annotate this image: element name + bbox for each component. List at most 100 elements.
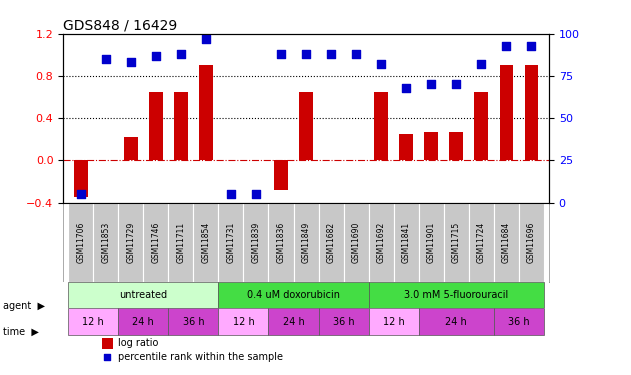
FancyBboxPatch shape (394, 203, 419, 282)
Text: GSM11849: GSM11849 (302, 222, 310, 263)
Point (151, 53, 161, 59)
Point (126, 60, 136, 66)
Bar (124, 137, 138, 160)
Point (376, 61, 386, 67)
Point (426, 81, 436, 87)
FancyBboxPatch shape (268, 308, 319, 335)
Text: GSM11731: GSM11731 (227, 222, 235, 263)
Bar (425, 132, 438, 160)
Point (476, 61, 487, 67)
Bar (475, 92, 488, 160)
Bar (374, 92, 388, 160)
Text: GSM11706: GSM11706 (76, 222, 85, 263)
Text: GSM11682: GSM11682 (327, 222, 336, 263)
Text: 24 h: 24 h (133, 316, 154, 327)
Text: agent  ▶: agent ▶ (3, 301, 45, 310)
Bar (299, 92, 313, 160)
Text: 12 h: 12 h (383, 316, 404, 327)
Text: 12 h: 12 h (82, 316, 104, 327)
Text: GSM11839: GSM11839 (251, 222, 261, 263)
Text: GSM11711: GSM11711 (176, 222, 186, 263)
FancyBboxPatch shape (68, 282, 218, 308)
FancyBboxPatch shape (369, 203, 394, 282)
FancyBboxPatch shape (244, 203, 268, 282)
Point (502, 43, 512, 49)
Text: GSM11692: GSM11692 (377, 222, 386, 263)
Bar (500, 65, 513, 160)
Text: 36 h: 36 h (508, 316, 530, 327)
Bar (102, 338, 113, 349)
Text: GSM11729: GSM11729 (126, 222, 135, 263)
FancyBboxPatch shape (218, 282, 369, 308)
FancyBboxPatch shape (494, 203, 519, 282)
Text: GSM11853: GSM11853 (101, 222, 110, 263)
FancyBboxPatch shape (268, 203, 293, 282)
FancyBboxPatch shape (419, 308, 494, 335)
Text: 0.4 uM doxorubicin: 0.4 uM doxorubicin (247, 290, 340, 300)
FancyBboxPatch shape (218, 203, 244, 282)
Point (176, 51, 186, 57)
Text: 36 h: 36 h (182, 316, 204, 327)
FancyBboxPatch shape (319, 203, 344, 282)
Text: 24 h: 24 h (283, 316, 304, 327)
Point (276, 51, 286, 57)
Point (451, 81, 461, 87)
FancyBboxPatch shape (118, 203, 143, 282)
Bar (524, 65, 538, 160)
Text: GSM11841: GSM11841 (402, 222, 411, 263)
Bar (449, 132, 463, 160)
FancyBboxPatch shape (68, 308, 118, 335)
FancyBboxPatch shape (344, 203, 369, 282)
Bar (74, 160, 88, 197)
Point (301, 51, 311, 57)
FancyBboxPatch shape (469, 203, 494, 282)
FancyBboxPatch shape (369, 282, 544, 308)
Text: GSM11715: GSM11715 (452, 222, 461, 263)
FancyBboxPatch shape (168, 308, 218, 335)
Point (76, 191, 86, 197)
Text: GSM11724: GSM11724 (477, 222, 486, 263)
Text: GSM11901: GSM11901 (427, 222, 436, 263)
Text: GSM11690: GSM11690 (351, 222, 361, 263)
Text: GSM11746: GSM11746 (151, 222, 160, 263)
Text: untreated: untreated (119, 290, 167, 300)
Text: GSM11836: GSM11836 (276, 222, 285, 263)
Text: GDS848 / 16429: GDS848 / 16429 (63, 19, 177, 33)
Text: percentile rank within the sample: percentile rank within the sample (117, 352, 283, 362)
Point (326, 51, 336, 57)
Point (201, 36, 211, 42)
Bar (399, 134, 413, 160)
FancyBboxPatch shape (118, 308, 168, 335)
Point (401, 85, 411, 91)
Bar (149, 92, 163, 160)
FancyBboxPatch shape (193, 203, 218, 282)
Text: GSM11696: GSM11696 (527, 222, 536, 263)
Text: log ratio: log ratio (117, 338, 158, 348)
FancyBboxPatch shape (68, 203, 93, 282)
FancyBboxPatch shape (93, 203, 118, 282)
Point (100, 56, 110, 62)
FancyBboxPatch shape (319, 308, 369, 335)
FancyBboxPatch shape (519, 203, 544, 282)
FancyBboxPatch shape (444, 203, 469, 282)
Text: 12 h: 12 h (233, 316, 254, 327)
FancyBboxPatch shape (369, 308, 419, 335)
FancyBboxPatch shape (143, 203, 168, 282)
Text: time  ▶: time ▶ (3, 327, 39, 337)
FancyBboxPatch shape (494, 308, 544, 335)
Bar (174, 92, 187, 160)
Bar (199, 65, 213, 160)
FancyBboxPatch shape (168, 203, 193, 282)
Point (226, 191, 236, 197)
Text: 3.0 mM 5-fluorouracil: 3.0 mM 5-fluorouracil (404, 290, 509, 300)
Bar (274, 160, 288, 190)
FancyBboxPatch shape (293, 203, 319, 282)
Point (251, 191, 261, 197)
Point (102, 354, 112, 360)
FancyBboxPatch shape (218, 308, 268, 335)
Text: GSM11854: GSM11854 (201, 222, 210, 263)
Point (351, 51, 361, 57)
Text: 24 h: 24 h (445, 316, 467, 327)
Point (526, 43, 536, 49)
Text: GSM11684: GSM11684 (502, 222, 511, 263)
